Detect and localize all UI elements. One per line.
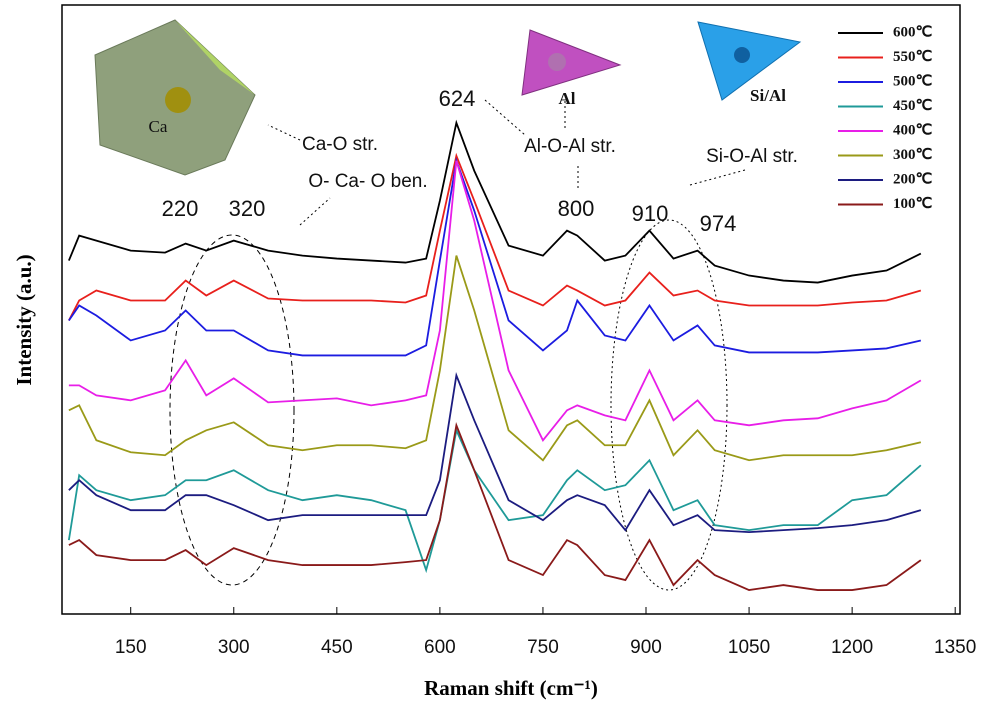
legend-label: 450℃ bbox=[893, 98, 933, 114]
x-tick-label: 1050 bbox=[728, 637, 770, 658]
legend-label: 500℃ bbox=[893, 73, 933, 89]
al-tetrahedron bbox=[522, 30, 620, 95]
arrow bbox=[300, 198, 330, 225]
annotation: 974 bbox=[700, 211, 737, 236]
series-line bbox=[69, 256, 921, 461]
arrow bbox=[268, 125, 300, 140]
x-tick-label: 900 bbox=[630, 637, 662, 658]
x-tick-label: 1350 bbox=[934, 637, 976, 658]
legend-label: 400℃ bbox=[893, 122, 933, 138]
annotation: Al bbox=[559, 89, 576, 108]
ellipse bbox=[611, 220, 727, 590]
annotation: 220 bbox=[162, 196, 199, 221]
annotation: Si/Al bbox=[750, 86, 786, 105]
legend-label: 200℃ bbox=[893, 171, 933, 187]
ca-atom bbox=[165, 87, 191, 113]
series-line bbox=[69, 161, 921, 356]
x-tick-label: 1200 bbox=[831, 637, 873, 658]
chart: Raman shift (cm⁻¹) Intensity (a.u.) 150 3… bbox=[0, 0, 992, 704]
series-line bbox=[69, 430, 921, 570]
x-axis-title: Raman shift (cm⁻¹) bbox=[424, 676, 598, 700]
annotation: Ca bbox=[149, 117, 168, 136]
x-tick-label: 600 bbox=[424, 637, 456, 658]
annotation: 910 bbox=[632, 201, 669, 226]
al-atom bbox=[548, 53, 566, 71]
x-tick-label: 750 bbox=[527, 637, 559, 658]
annotation: 624 bbox=[439, 86, 476, 111]
legend-label: 100℃ bbox=[893, 196, 933, 212]
x-tick-label: 300 bbox=[218, 637, 250, 658]
si-atom bbox=[734, 47, 750, 63]
series-line bbox=[69, 156, 921, 321]
annotation: O- Ca- O ben. bbox=[308, 171, 427, 192]
annotation: Ca-O str. bbox=[302, 134, 378, 155]
series-line bbox=[69, 375, 921, 532]
y-axis-title: Intensity (a.u.) bbox=[12, 254, 36, 385]
legend-label: 300℃ bbox=[893, 147, 933, 163]
arrow bbox=[690, 170, 745, 185]
arrow bbox=[485, 100, 525, 135]
series-line bbox=[69, 425, 921, 590]
annotation: Al-O-Al str. bbox=[524, 136, 616, 157]
legend-label: 600℃ bbox=[893, 24, 933, 40]
x-tick-label: 150 bbox=[115, 637, 147, 658]
x-tick-label: 450 bbox=[321, 637, 353, 658]
ellipse bbox=[170, 235, 294, 585]
annotation: 320 bbox=[229, 196, 266, 221]
legend-label: 550℃ bbox=[893, 49, 933, 65]
annotation: Si-O-Al str. bbox=[706, 146, 798, 167]
annotation: 800 bbox=[558, 196, 595, 221]
